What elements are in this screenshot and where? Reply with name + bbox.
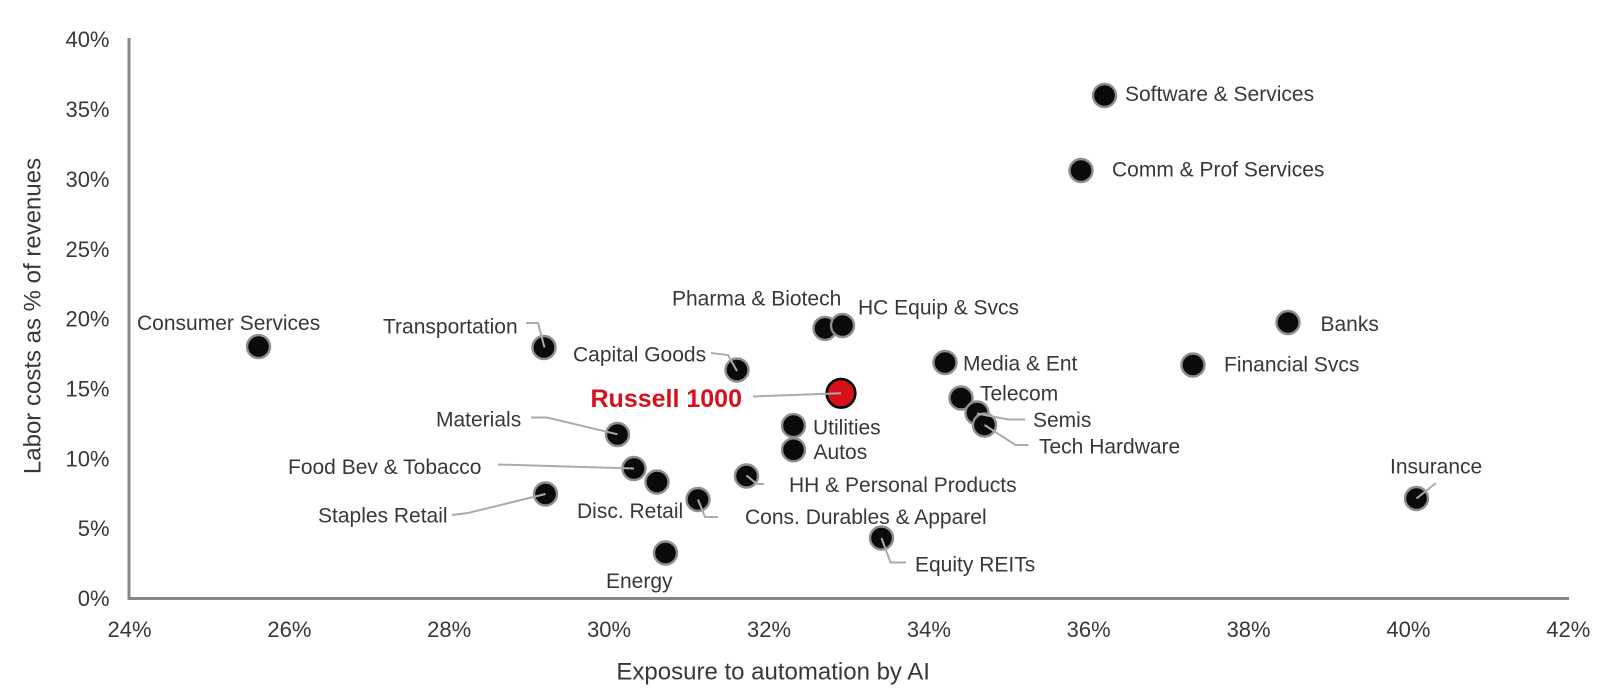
svg-text:10%: 10%	[65, 446, 109, 471]
svg-text:15%: 15%	[65, 377, 109, 402]
svg-text:30%: 30%	[65, 167, 109, 192]
svg-text:Equity REITs: Equity REITs	[915, 554, 1035, 577]
svg-text:Transportation: Transportation	[383, 316, 518, 339]
svg-text:42%: 42%	[1546, 617, 1590, 642]
svg-text:Russell 1000: Russell 1000	[591, 385, 743, 413]
svg-text:Exposure to automation by AI: Exposure to automation by AI	[616, 658, 930, 685]
svg-text:Disc. Retail: Disc. Retail	[577, 500, 683, 523]
svg-text:0%: 0%	[78, 586, 110, 611]
svg-text:Banks: Banks	[1321, 313, 1379, 336]
svg-text:Insurance: Insurance	[1390, 456, 1482, 479]
svg-text:5%: 5%	[78, 516, 110, 541]
svg-text:HC Equip & Svcs: HC Equip & Svcs	[858, 297, 1019, 320]
svg-text:Media & Ent: Media & Ent	[963, 353, 1078, 376]
svg-text:Software & Services: Software & Services	[1125, 83, 1314, 106]
svg-text:28%: 28%	[427, 617, 471, 642]
svg-text:35%: 35%	[65, 97, 109, 122]
svg-text:Utilities: Utilities	[813, 417, 881, 440]
svg-text:25%: 25%	[65, 237, 109, 262]
svg-text:Comm & Prof Services: Comm & Prof Services	[1112, 159, 1324, 182]
svg-text:Staples Retail: Staples Retail	[318, 505, 448, 528]
svg-text:36%: 36%	[1067, 617, 1111, 642]
svg-text:Materials: Materials	[436, 409, 521, 432]
svg-text:34%: 34%	[907, 617, 951, 642]
svg-text:32%: 32%	[747, 617, 791, 642]
svg-text:Semis: Semis	[1033, 409, 1091, 432]
svg-text:Autos: Autos	[814, 441, 868, 464]
svg-text:40%: 40%	[65, 27, 109, 52]
svg-text:26%: 26%	[267, 617, 311, 642]
svg-text:Labor costs as % of revenues: Labor costs as % of revenues	[20, 158, 47, 474]
svg-text:Consumer Services: Consumer Services	[137, 312, 320, 335]
svg-text:HH & Personal Products: HH & Personal Products	[789, 474, 1017, 497]
svg-text:40%: 40%	[1386, 617, 1430, 642]
svg-text:20%: 20%	[65, 307, 109, 332]
svg-text:Tech Hardware: Tech Hardware	[1039, 436, 1180, 459]
svg-text:Financial Svcs: Financial Svcs	[1224, 354, 1359, 377]
svg-text:Cons. Durables & Apparel: Cons. Durables & Apparel	[745, 506, 987, 529]
svg-text:24%: 24%	[107, 617, 151, 642]
svg-text:Telecom: Telecom	[980, 383, 1058, 406]
svg-text:Food Bev & Tobacco: Food Bev & Tobacco	[288, 456, 481, 479]
svg-text:30%: 30%	[587, 617, 631, 642]
svg-text:Capital Goods: Capital Goods	[573, 344, 706, 367]
svg-text:Energy: Energy	[606, 570, 673, 593]
svg-text:38%: 38%	[1227, 617, 1271, 642]
svg-text:Pharma & Biotech: Pharma & Biotech	[672, 288, 841, 311]
